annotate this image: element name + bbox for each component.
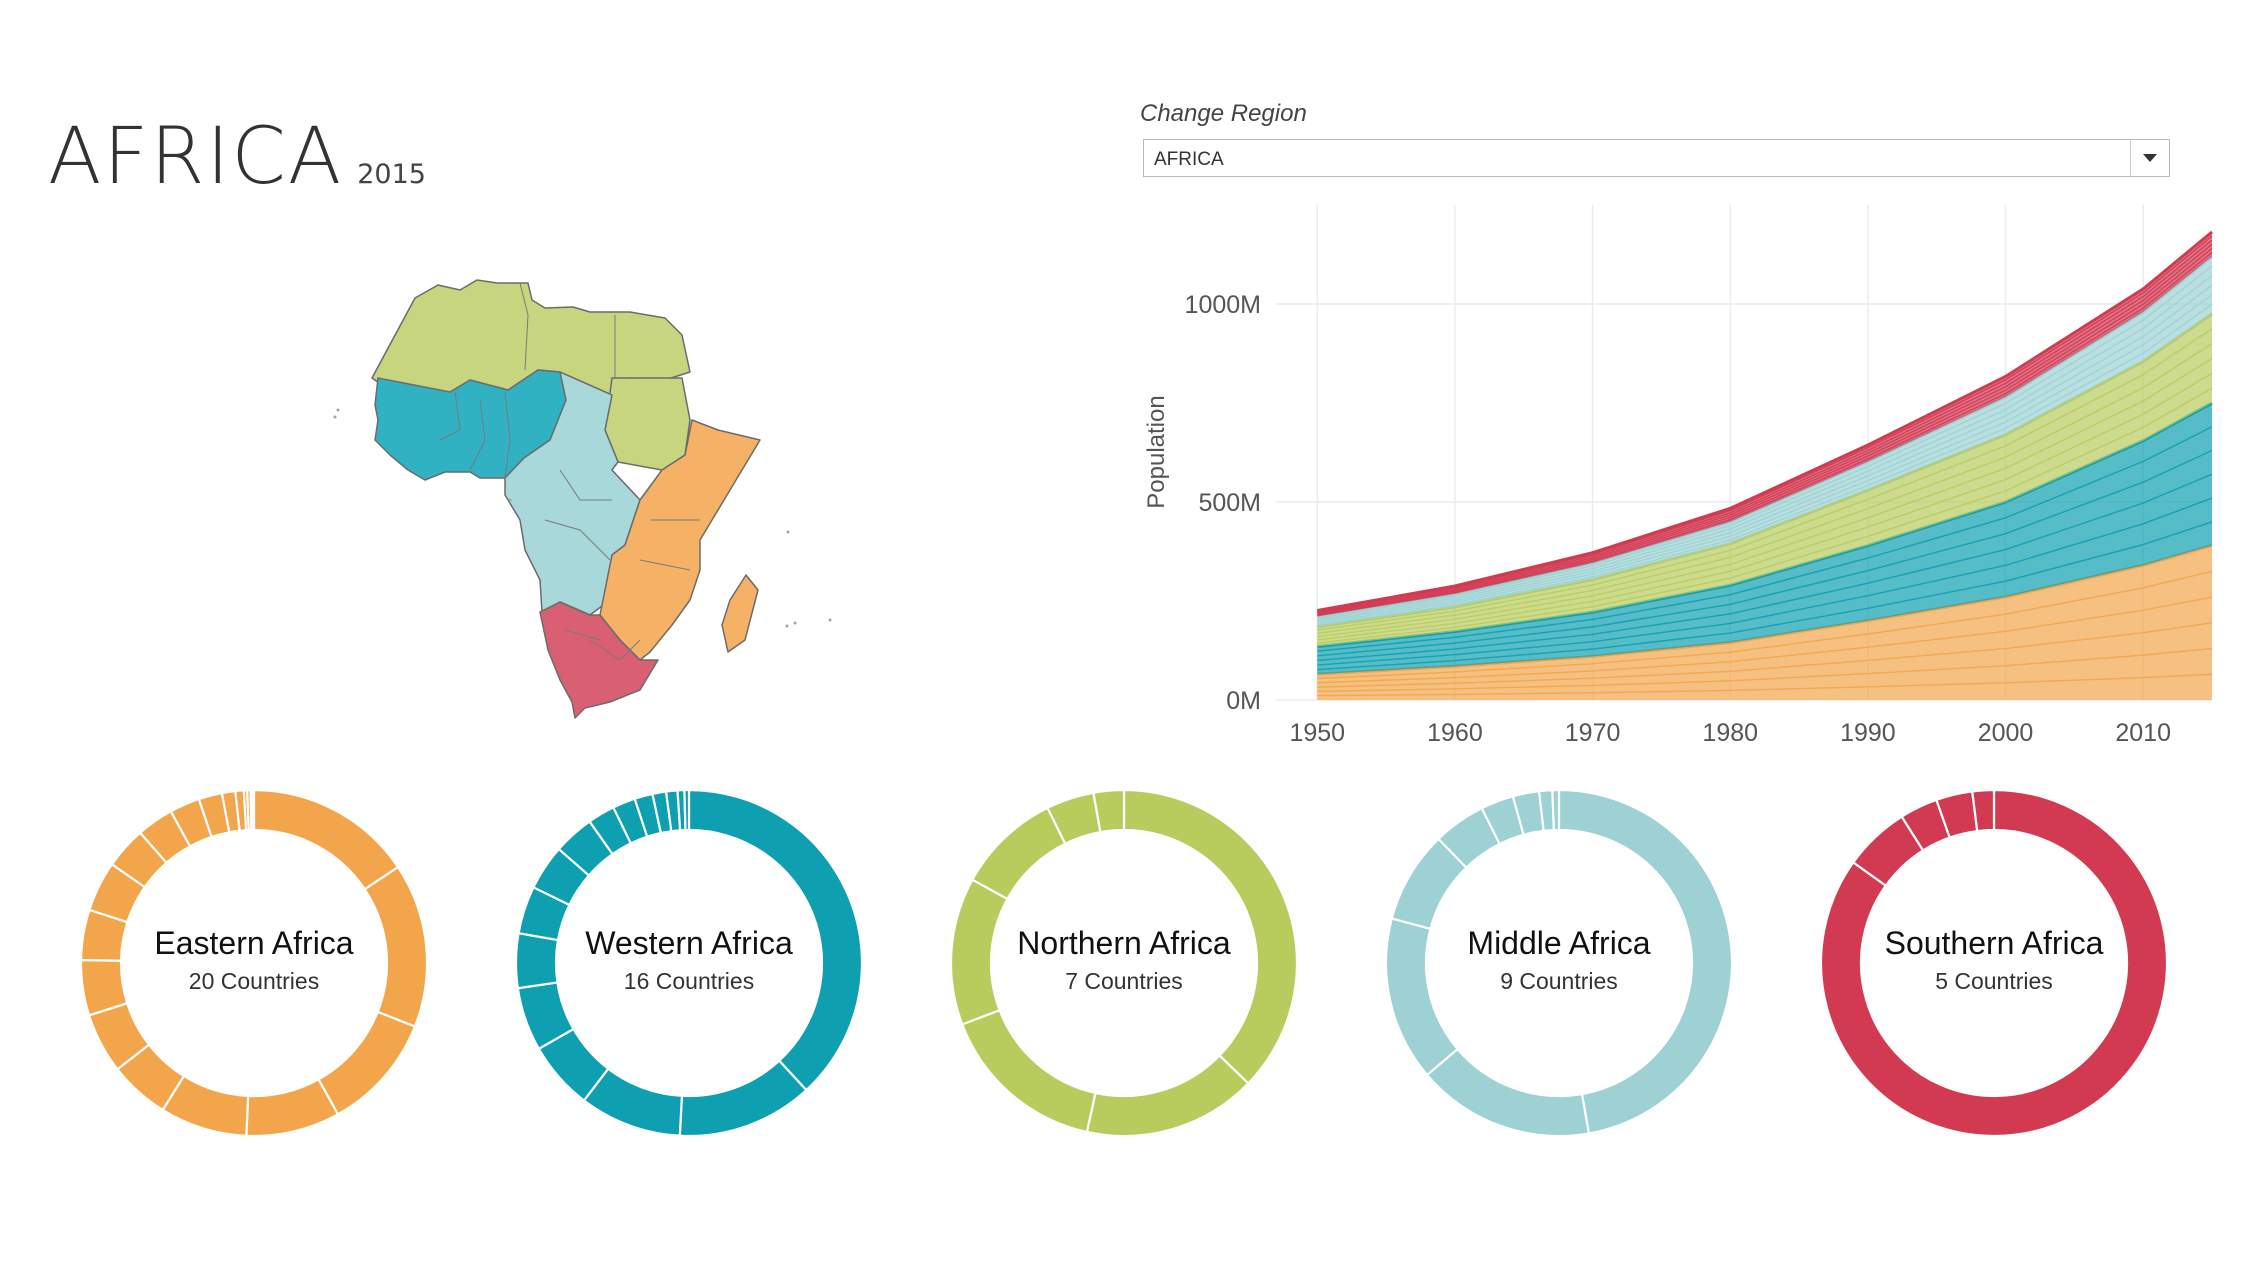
region-dropdown[interactable]: AFRICA xyxy=(1143,139,2170,177)
area-country-line xyxy=(1317,294,2213,625)
area-country-line xyxy=(1317,387,2213,644)
y-axis-title: Population xyxy=(1143,395,1170,508)
x-tick-label: 2000 xyxy=(1978,719,2034,747)
area-country-line xyxy=(1317,497,2213,666)
x-tick-label: 1960 xyxy=(1427,719,1483,747)
region-title: AFRICA xyxy=(48,112,344,202)
donut-label-middle: Middle Africa 9 Countries xyxy=(1409,925,1709,995)
x-tick-label: 2010 xyxy=(2115,719,2171,747)
donut-title: Western Africa xyxy=(585,925,793,961)
area-country-line xyxy=(1317,426,2213,652)
donut-label-eastern: Eastern Africa 20 Countries xyxy=(104,925,404,995)
donut-slice[interactable] xyxy=(1085,1053,1250,1138)
x-tick-label: 1950 xyxy=(1289,719,1345,747)
donut-title: Northern Africa xyxy=(1017,925,1231,961)
donut-count: 5 Countries xyxy=(1935,968,2053,994)
donut-slice[interactable] xyxy=(251,788,256,832)
region-dropdown-value: AFRICA xyxy=(1154,149,1224,170)
donut-label-northern: Northern Africa 7 Countries xyxy=(974,925,1274,995)
donut-slice[interactable] xyxy=(1971,788,1996,833)
donut-count: 9 Countries xyxy=(1500,968,1618,994)
area-country-line xyxy=(1317,372,2213,641)
donut-slice[interactable] xyxy=(252,788,400,891)
year-label: 2015 xyxy=(357,159,426,190)
donut-slice[interactable] xyxy=(970,806,1067,901)
area-country-line xyxy=(1317,596,2213,684)
donut-title: Middle Africa xyxy=(1467,925,1651,961)
area-country-line xyxy=(1317,328,2213,631)
area-country-line xyxy=(1317,239,2213,614)
donut-slice[interactable] xyxy=(317,1010,417,1116)
donut-count: 7 Countries xyxy=(1065,968,1183,994)
donut-count: 20 Countries xyxy=(188,968,320,994)
region-filter-label: Change Region xyxy=(1140,100,1307,127)
area-country-line xyxy=(1317,251,2213,617)
y-tick-label: 1000M xyxy=(1185,291,1261,319)
donut-count: 16 Countries xyxy=(623,968,755,994)
x-tick-label: 1990 xyxy=(1840,719,1896,747)
x-tick-label: 1970 xyxy=(1565,719,1621,747)
donut-title: Southern Africa xyxy=(1884,925,2104,961)
donut-slice[interactable] xyxy=(1557,788,1734,1135)
area-country-line xyxy=(1317,303,2213,626)
donut-title: Eastern Africa xyxy=(154,925,354,961)
area-country-line xyxy=(1317,622,2213,688)
page-title: AFRICA 2015 xyxy=(48,112,426,202)
x-tick-label: 1980 xyxy=(1702,719,1758,747)
area-country-line xyxy=(1317,521,2213,671)
area-country-line xyxy=(1317,284,2213,623)
donut-slice[interactable] xyxy=(245,1077,340,1138)
donut-label-western: Western Africa 16 Countries xyxy=(539,925,839,995)
donut-slice[interactable] xyxy=(960,1008,1097,1134)
donut-slice[interactable] xyxy=(678,1059,808,1138)
area-country-line xyxy=(1317,673,2213,697)
donut-slice[interactable] xyxy=(1092,788,1126,834)
area-country-line xyxy=(1317,275,2213,621)
area-series[interactable] xyxy=(1317,313,2212,647)
area-country-line xyxy=(1317,449,2213,657)
y-tick-label: 0M xyxy=(1226,687,1261,715)
area-country-line xyxy=(1317,357,2213,638)
y-tick-label: 500M xyxy=(1198,489,1261,517)
area-country-line xyxy=(1317,243,2213,615)
area-country-line xyxy=(1317,570,2213,680)
area-country-line xyxy=(1317,265,2213,619)
dropdown-button[interactable] xyxy=(2130,140,2169,176)
donut-slice[interactable] xyxy=(1551,788,1561,832)
donut-slice[interactable] xyxy=(683,788,691,832)
donut-slice[interactable] xyxy=(1425,1047,1591,1138)
area-country-line xyxy=(1317,343,2213,635)
donut-slice[interactable] xyxy=(1819,788,2169,1138)
chevron-down-icon xyxy=(2143,154,2157,162)
donut-label-southern: Southern Africa 5 Countries xyxy=(1844,925,2144,995)
area-country-line xyxy=(1317,647,2213,693)
area-country-line xyxy=(1317,473,2213,662)
area-series-edge xyxy=(1317,230,2213,612)
area-country-line xyxy=(1317,247,2213,616)
